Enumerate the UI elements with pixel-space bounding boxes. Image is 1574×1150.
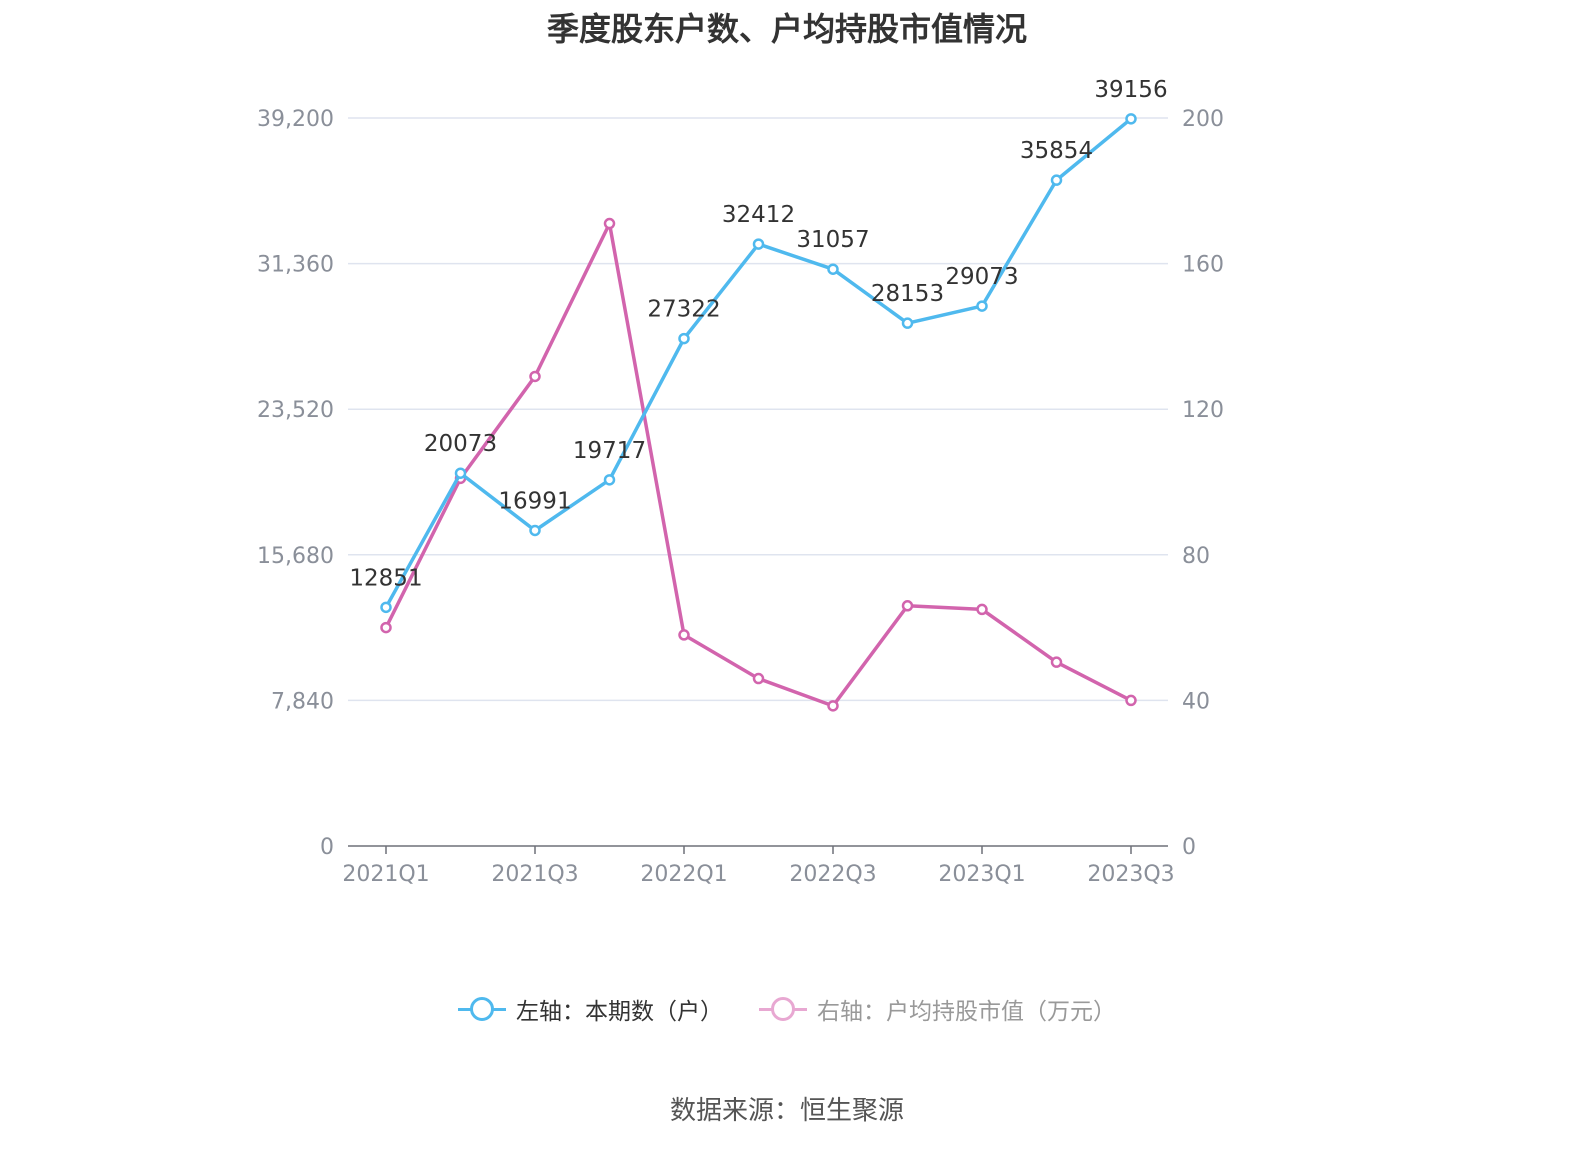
series-lines — [380, 113, 1137, 712]
shareholder-count-point — [752, 238, 765, 250]
legend-item-left-series[interactable]: 左轴：本期数（户） — [458, 992, 723, 1026]
legend-line-circle-icon — [458, 996, 506, 1022]
legend: 左轴：本期数（户） 右轴：户均持股市值（万元） — [0, 992, 1574, 1026]
shareholder-count-point — [1125, 113, 1137, 125]
shareholder-count-data-label: 20073 — [424, 431, 497, 457]
shareholder-count-point — [529, 524, 541, 537]
shareholder-count-point — [678, 332, 690, 345]
shareholder-count-data-label: 29073 — [945, 264, 1018, 290]
avg-holding-value-point — [678, 629, 690, 641]
shareholder-count-data-label: 31057 — [796, 227, 869, 253]
right-axis-tick-label: 40 — [1182, 689, 1210, 714]
gridlines — [348, 117, 1168, 702]
x-axis-tick-label: 2022Q1 — [640, 862, 727, 887]
avg-holding-value-point — [901, 600, 914, 612]
x-axis-tick-label: 2023Q3 — [1087, 862, 1174, 887]
data-source-note: 数据来源：恒生聚源 — [669, 1096, 904, 1126]
legend-item-right-series[interactable]: 右轴：户均持股市值（万元） — [759, 992, 1116, 1026]
shareholder-count-point — [454, 467, 467, 479]
shareholder-count-point — [976, 300, 988, 312]
legend-label: 右轴：户均持股市值（万元） — [817, 999, 1116, 1025]
axes: 0 0 7,840 40 15,680 80 23,520 120 31,360 160 39,20… — [257, 107, 1224, 887]
shareholder-count-point — [603, 474, 616, 486]
x-axis-tick-label: 2023Q1 — [938, 862, 1025, 887]
shareholder-count-point — [901, 317, 914, 329]
avg-holding-value-point — [752, 672, 765, 685]
shareholder-count-data-label: 16991 — [498, 488, 571, 514]
avg-holding-value-point — [380, 621, 392, 634]
shareholder-count-point — [827, 263, 839, 275]
avg-holding-value-point — [976, 603, 988, 616]
legend-line-circle-icon — [759, 996, 807, 1022]
shareholder-count-data-label: 32412 — [722, 202, 795, 228]
left-axis-tick-label: 39,200 — [257, 107, 334, 132]
right-axis-tick-label: 120 — [1182, 398, 1224, 423]
x-axis-tick-label: 2021Q1 — [342, 862, 429, 887]
right-axis-tick-label: 200 — [1182, 107, 1224, 132]
right-axis-tick-label: 80 — [1182, 544, 1210, 569]
left-axis-tick-label: 15,680 — [257, 544, 334, 569]
avg-holding-value-point — [1050, 656, 1063, 668]
avg-holding-value-point — [1125, 694, 1137, 707]
right-axis-tick-label: 160 — [1182, 253, 1224, 278]
left-axis-tick-label: 7,840 — [271, 689, 334, 714]
legend-label: 左轴：本期数（户） — [516, 999, 723, 1025]
avg-holding-value-point — [529, 370, 541, 383]
left-axis-tick-label: 31,360 — [257, 253, 334, 278]
shareholder-count-line — [384, 117, 1133, 609]
avg-holding-value-point — [603, 217, 616, 230]
shareholder-count-data-label: 12851 — [349, 565, 422, 591]
shareholder-count-data-label: 35854 — [1020, 138, 1093, 164]
avg-holding-value-point — [827, 700, 839, 712]
x-axis-tick-label: 2022Q3 — [789, 862, 876, 887]
right-axis-tick-label: 0 — [1182, 835, 1196, 860]
shareholder-count-data-label: 19717 — [573, 438, 646, 464]
shareholder-count-data-label: 39156 — [1094, 77, 1167, 103]
x-axis-tick-label: 2021Q3 — [491, 862, 578, 887]
avg-holding-value-line — [384, 221, 1132, 708]
shareholder-count-point — [380, 601, 392, 614]
shareholder-count-point — [1050, 174, 1063, 186]
left-axis-tick-label: 23,520 — [257, 398, 334, 423]
shareholder-count-data-label: 28153 — [871, 281, 944, 307]
chart-title: 季度股东户数、户均持股市值情况 — [546, 10, 1027, 48]
left-axis-tick-label: 0 — [320, 835, 334, 860]
shareholder-count-data-label: 27322 — [647, 297, 720, 323]
